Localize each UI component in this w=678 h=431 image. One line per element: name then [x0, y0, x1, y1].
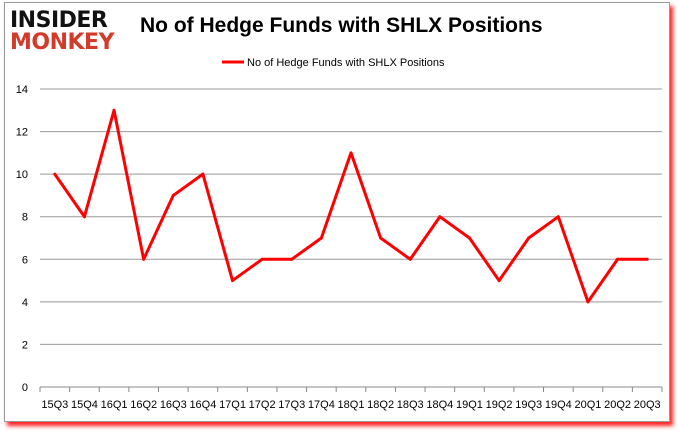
data-point — [231, 279, 235, 283]
data-point — [616, 257, 620, 261]
y-tick-label: 10 — [16, 169, 28, 181]
logo-line1: INSIDER — [10, 8, 108, 33]
x-tick-label: 16Q4 — [189, 399, 216, 411]
data-point — [467, 236, 471, 240]
y-tick-label: 8 — [22, 212, 28, 224]
data-point — [319, 236, 323, 240]
data-point — [171, 193, 175, 197]
x-tick-label: 16Q2 — [130, 399, 157, 411]
x-tick-label: 19Q1 — [456, 399, 483, 411]
x-tick-label: 17Q3 — [278, 399, 305, 411]
y-tick-label: 14 — [16, 84, 28, 96]
x-tick-label: 17Q2 — [249, 399, 276, 411]
y-tick-label: 6 — [22, 254, 28, 266]
x-tick-label: 20Q2 — [604, 399, 631, 411]
x-tick-label: 15Q4 — [71, 399, 98, 411]
data-point — [290, 257, 294, 261]
x-tick-label: 16Q3 — [160, 399, 187, 411]
x-tick-label: 18Q2 — [367, 399, 394, 411]
data-point — [379, 236, 383, 240]
y-tick-label: 2 — [22, 339, 28, 351]
data-point — [527, 236, 531, 240]
x-tick-label: 18Q3 — [397, 399, 424, 411]
y-tick-label: 0 — [22, 382, 28, 394]
x-tick-label: 19Q4 — [545, 399, 572, 411]
x-tick-label: 18Q4 — [426, 399, 453, 411]
data-point — [82, 215, 86, 219]
legend-label: No of Hedge Funds with SHLX Positions — [247, 57, 445, 69]
insider-monkey-logo: INSIDER MONKEY — [10, 8, 115, 55]
data-point — [438, 215, 442, 219]
x-tick-label: 17Q1 — [219, 399, 246, 411]
data-point — [112, 108, 116, 112]
chart-title: No of Hedge Funds with SHLX Positions — [140, 14, 543, 37]
data-point — [645, 257, 649, 261]
y-tick-label: 12 — [16, 127, 28, 139]
x-tick-label: 19Q3 — [515, 399, 542, 411]
x-tick-label: 15Q3 — [41, 399, 68, 411]
data-point — [408, 257, 412, 261]
chart-frame — [4, 2, 670, 422]
x-tick-label: 16Q1 — [101, 399, 128, 411]
series-line — [53, 108, 648, 304]
data-point — [349, 151, 353, 155]
data-point — [201, 172, 205, 176]
logo-line2: MONKEY — [10, 30, 115, 55]
data-point — [586, 300, 590, 304]
data-point — [260, 257, 264, 261]
x-tick-label: 18Q1 — [338, 399, 365, 411]
data-point — [497, 279, 501, 283]
data-point — [53, 172, 57, 176]
x-tick-label: 20Q1 — [574, 399, 601, 411]
data-point — [556, 215, 560, 219]
x-tick-label: 17Q4 — [308, 399, 335, 411]
x-tick-label: 20Q3 — [634, 399, 661, 411]
data-point — [142, 257, 146, 261]
y-tick-label: 4 — [22, 297, 28, 309]
x-tick-label: 19Q2 — [486, 399, 513, 411]
